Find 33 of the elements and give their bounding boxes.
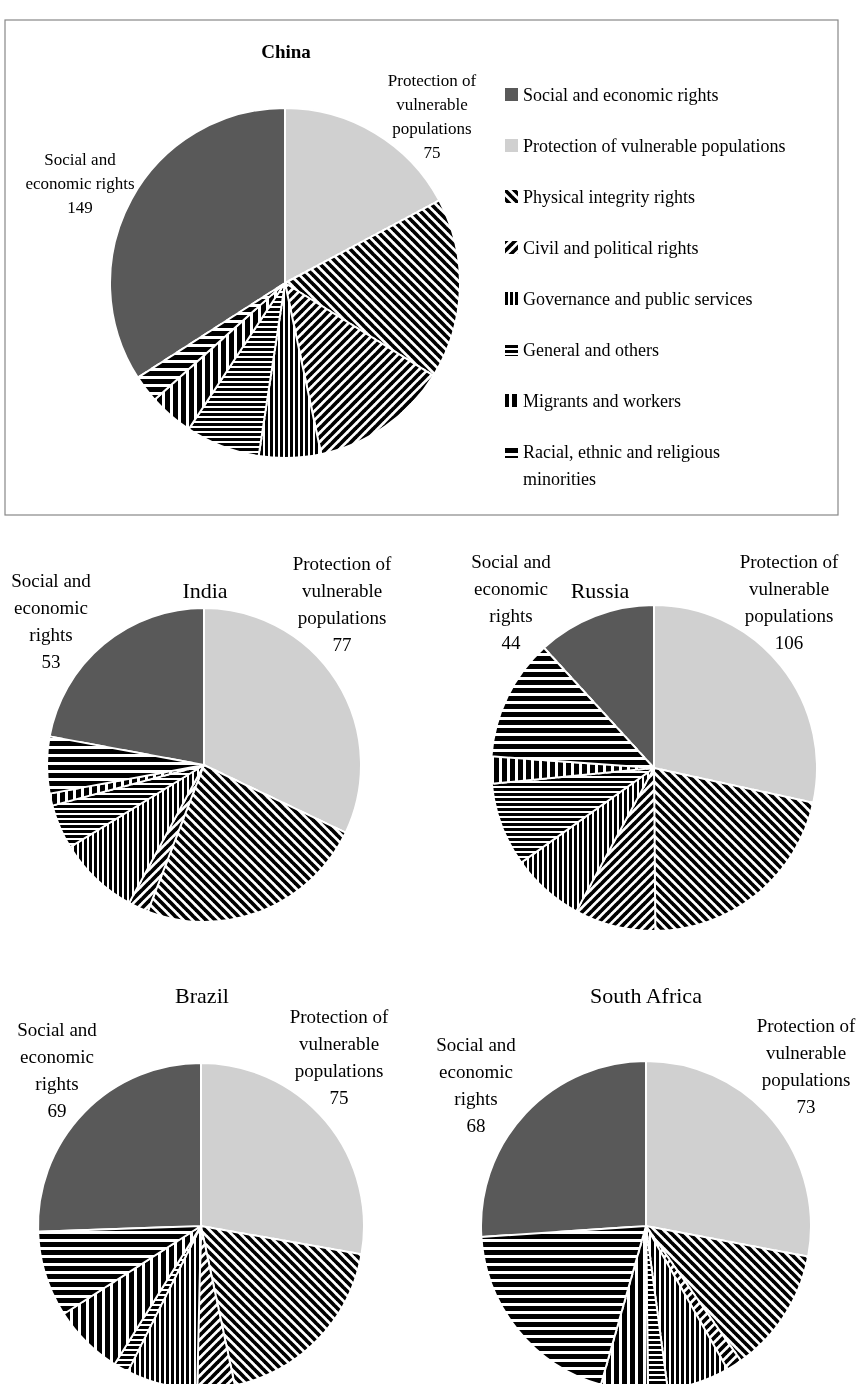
chart-title: South Africa xyxy=(590,983,703,1008)
data-label: 44 xyxy=(501,632,521,653)
text: India xyxy=(182,578,228,603)
data-label: 53 xyxy=(41,651,61,672)
slice-label: Social and economic rights xyxy=(11,570,92,645)
slice-label: Protection of vulnerable populations xyxy=(292,553,392,628)
text: China xyxy=(261,41,312,62)
legend-label: Civil and political rights xyxy=(523,238,699,258)
data-label: 69 xyxy=(47,1100,67,1121)
legend-label: Migrants and workers xyxy=(523,391,681,411)
data-label: 75 xyxy=(423,143,441,162)
data-label: 73 xyxy=(796,1096,816,1117)
legend-label: General and others xyxy=(523,340,659,360)
slice-label: Social and economic rights xyxy=(471,551,552,626)
slice-label: Protection of vulnerable populations xyxy=(289,1006,389,1081)
legend-label: Protection of vulnerable populations xyxy=(523,136,786,156)
legend-label: Governance and public services xyxy=(523,289,753,309)
legend-label: Social and economic rights xyxy=(523,85,719,105)
legend-label: Physical integrity rights xyxy=(523,187,695,207)
slice-label: Social and economic rights xyxy=(17,1019,98,1094)
data-label: 106 xyxy=(774,632,804,653)
slice-label: Protection of vulnerable populations xyxy=(739,551,839,626)
data-label: 75 xyxy=(329,1087,349,1108)
legend-label: Racial, ethnic and religious minorities xyxy=(523,442,720,489)
slice-label: Social and economic rights xyxy=(25,150,135,193)
data-label: 68 xyxy=(466,1115,486,1136)
text: Russia xyxy=(570,578,630,603)
chart-title: Brazil xyxy=(175,983,229,1008)
slice-label: Social and economic rights xyxy=(436,1034,517,1109)
slice-label: Protection of vulnerable populations xyxy=(756,1015,856,1090)
data-label: 77 xyxy=(332,634,352,655)
data-label: 149 xyxy=(67,198,93,217)
slice-label: Protection of vulnerable populations xyxy=(387,71,477,138)
